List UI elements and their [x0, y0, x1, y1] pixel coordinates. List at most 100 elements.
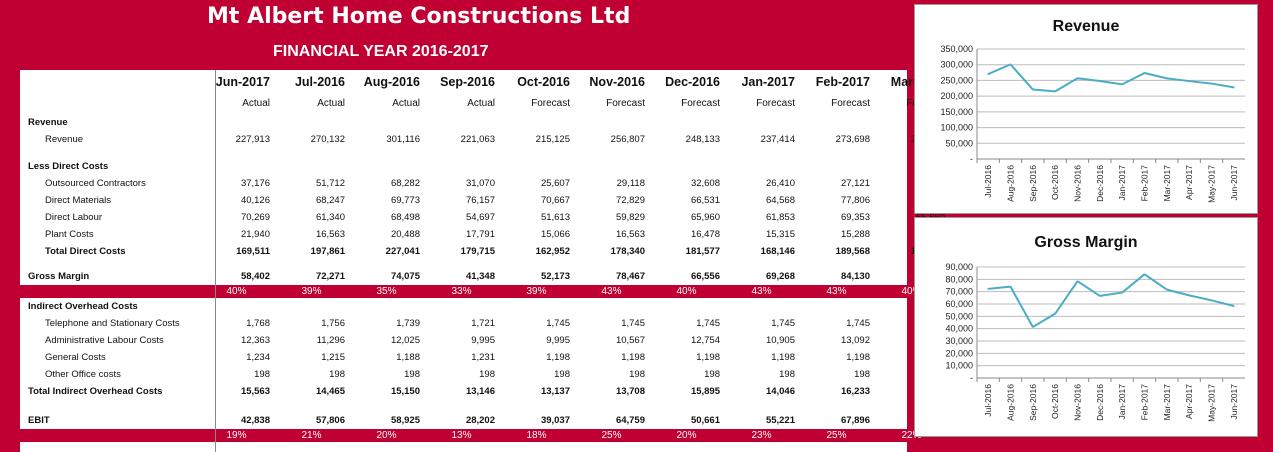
status-label: Forecast — [531, 98, 570, 109]
value-cell — [499, 114, 574, 131]
status-label: Actual — [467, 98, 495, 109]
series-segment — [1099, 80, 1123, 86]
table-row: Other Office costs 198 198 198 198 198 198 198 1… — [20, 366, 949, 383]
value-cell — [649, 400, 724, 412]
y-tick-label: - — [970, 154, 973, 164]
value-cell: 237,414 — [760, 134, 795, 145]
value-cell — [349, 148, 424, 158]
data-point — [1166, 288, 1168, 291]
value-cell: 189,568 — [835, 246, 870, 257]
percent-cell: 18% — [499, 429, 574, 442]
section-heading: Indirect Overhead Costs — [28, 301, 138, 312]
value-cell: 26,410 — [765, 178, 795, 189]
value-cell: 9,995 — [471, 335, 495, 346]
value-cell: 162,952 — [535, 246, 570, 257]
value-cell: 40,126 — [240, 195, 270, 206]
gross-margin-chart-plot: - 10,000 20,000 30,000 40,000 50,000 60,000 70,… — [945, 262, 1245, 422]
revenue-chart-title: Revenue — [1052, 18, 1120, 35]
percent-cell: 40% — [649, 285, 724, 298]
table-row: Direct Labour 70,269 61,340 68,498 54,697 51,… — [20, 209, 949, 226]
value-cell — [499, 298, 574, 315]
value-cell: 12,754 — [690, 335, 720, 346]
percent-cell: 43% — [799, 285, 874, 298]
value-cell: 13,146 — [465, 386, 495, 397]
value-cell: 179,715 — [460, 246, 495, 257]
data-point — [1009, 285, 1012, 288]
percent-cell: 25% — [799, 429, 874, 442]
value-cell: 1,198 — [696, 352, 720, 363]
value-cell: 69,773 — [390, 195, 420, 206]
y-tick-label: 80,000 — [945, 274, 973, 284]
series-segment — [1077, 77, 1100, 83]
row-label: Outsourced Contractors — [45, 178, 146, 189]
row-label — [20, 93, 199, 114]
value-cell: 41,348 — [465, 271, 495, 282]
series-segment — [1054, 280, 1079, 315]
value-cell: 15,895 — [690, 386, 720, 397]
data-point — [1121, 83, 1123, 86]
y-tick-label: 10,000 — [945, 361, 973, 371]
status-label: Forecast — [831, 98, 870, 109]
x-tick-label: Aug-2016 — [1006, 165, 1016, 202]
data-point — [1188, 80, 1190, 82]
value-cell: 72,829 — [615, 195, 645, 206]
value-cell: 1,198 — [846, 352, 870, 363]
value-cell: 1,745 — [696, 318, 720, 329]
month-header: Aug-2016 — [363, 74, 420, 89]
value-cell — [274, 158, 349, 175]
value-cell: 1,756 — [321, 318, 345, 329]
value-cell: 198 — [854, 369, 870, 380]
y-tick-label: 250,000 — [940, 75, 973, 85]
value-cell — [649, 260, 724, 268]
value-cell — [724, 260, 799, 268]
value-cell — [424, 400, 499, 412]
value-cell — [424, 260, 499, 268]
month-header: Jan-2017 — [741, 74, 795, 89]
row-label: Plant Costs — [45, 229, 94, 240]
x-tick-label: Apr-2017 — [1184, 165, 1194, 200]
percent-cell: 19% — [199, 429, 274, 442]
value-cell — [274, 298, 349, 315]
gross-margin-chart-title: Gross Margin — [1034, 234, 1138, 251]
value-cell: 66,531 — [690, 195, 720, 206]
value-cell — [724, 400, 799, 412]
section-heading: Less Direct Costs — [28, 161, 109, 172]
financial-table: Jun-2017 Jul-2016 Aug-2016 Sep-2016 Oct-2016… — [20, 70, 949, 442]
value-cell: 51,613 — [540, 212, 570, 223]
value-cell: 65,960 — [690, 212, 720, 223]
x-tick-label: Nov-2016 — [1073, 165, 1083, 202]
percent-cell: 35% — [349, 285, 424, 298]
status-label: Forecast — [756, 98, 795, 109]
x-tick-label: Feb-2017 — [1140, 384, 1150, 421]
value-cell: 1,721 — [471, 318, 495, 329]
y-tick-label: 90,000 — [945, 262, 973, 272]
value-cell: 15,288 — [840, 229, 870, 240]
value-cell — [649, 114, 724, 131]
row-label: Other Office costs — [45, 369, 121, 380]
row-label: Direct Labour — [45, 212, 103, 223]
series-segment — [1032, 88, 1056, 93]
table-row: Outsourced Contractors 37,176 51,712 68,282… — [20, 175, 949, 192]
total-label: Total Direct Costs — [45, 246, 126, 257]
y-tick-label: 50,000 — [945, 311, 973, 321]
table-row: Administrative Labour Costs 12,363 11,296 1… — [20, 332, 949, 349]
value-cell: 1,745 — [546, 318, 570, 329]
status-label: Forecast — [606, 98, 645, 109]
value-cell — [199, 114, 274, 131]
value-cell: 78,467 — [615, 271, 645, 282]
status-label: Actual — [317, 98, 345, 109]
y-tick-label: 70,000 — [945, 287, 973, 297]
series-segment — [1189, 80, 1212, 85]
y-tick-label: - — [970, 373, 973, 383]
value-cell — [274, 260, 349, 268]
table-row — [20, 260, 949, 268]
value-cell — [199, 260, 274, 268]
value-cell: 198 — [479, 369, 495, 380]
value-cell: 68,498 — [390, 212, 420, 223]
value-cell: 1,188 — [396, 352, 420, 363]
percent-cell: 33% — [424, 285, 499, 298]
value-cell — [574, 158, 649, 175]
data-point — [987, 73, 989, 75]
series-segment — [1211, 299, 1235, 307]
data-point — [1121, 291, 1123, 294]
